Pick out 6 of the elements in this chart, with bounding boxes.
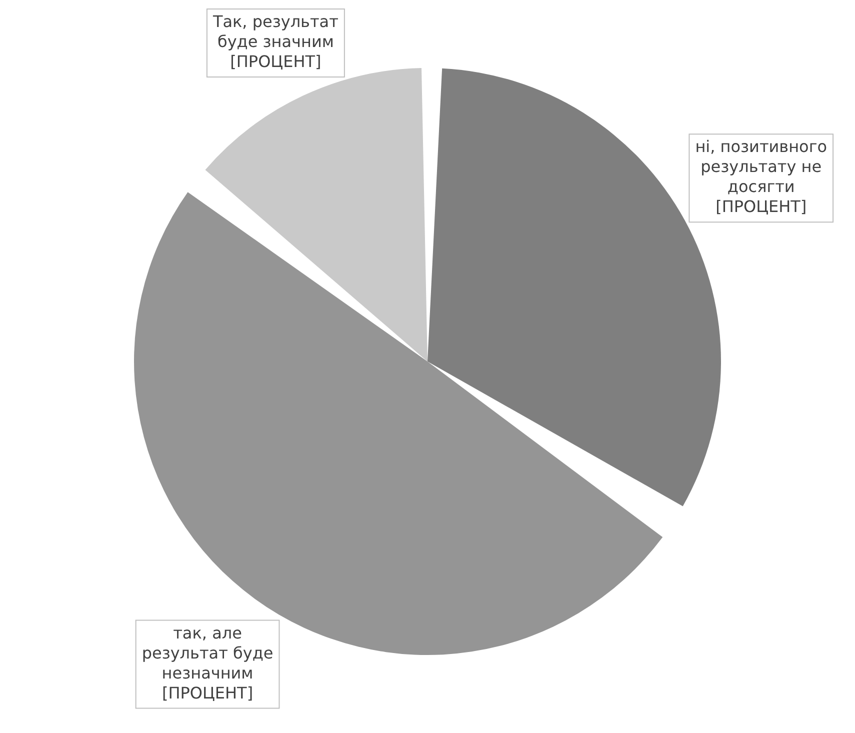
- data-label: [ПРОЦЕНТ]: [162, 683, 254, 702]
- slice-label: так, але результат буде незначним: [142, 623, 274, 682]
- slice-label: Так, результат буде значним: [212, 12, 338, 52]
- slice-label: ні, позитивного результату не досягти: [695, 137, 828, 196]
- data-label: [ПРОЦЕНТ]: [716, 197, 807, 216]
- data-label: [ПРОЦЕНТ]: [230, 52, 322, 72]
